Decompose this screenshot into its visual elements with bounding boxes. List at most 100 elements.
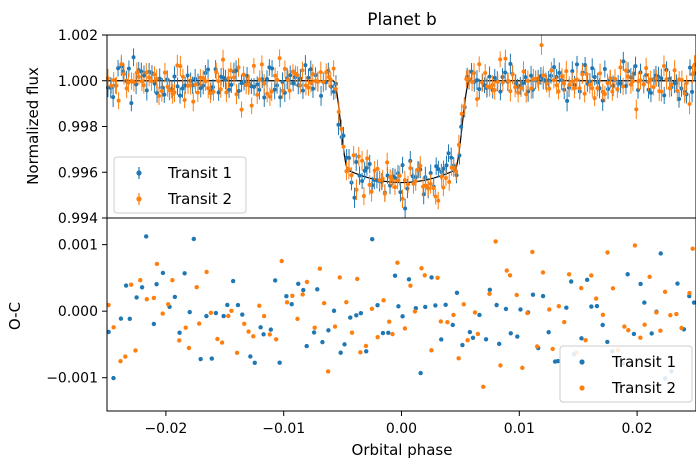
residual-point: [638, 281, 643, 287]
top-legend-label-1: Transit 1: [167, 164, 232, 182]
residual-point: [514, 292, 519, 298]
residual-point: [675, 281, 680, 286]
top-data-point: [470, 79, 475, 84]
top-data-point: [434, 164, 439, 169]
top-data-point: [606, 87, 611, 92]
residual-point: [248, 354, 253, 359]
top-data-point: [547, 86, 552, 91]
top-data-point: [134, 70, 139, 75]
top-data-point: [667, 86, 672, 91]
residual-point: [450, 322, 455, 328]
top-data-point: [664, 77, 669, 82]
residual-point: [600, 322, 605, 328]
residual-point: [647, 274, 652, 279]
top-data-point: [180, 74, 185, 79]
top-data-point: [513, 85, 518, 90]
residual-point: [213, 310, 219, 316]
top-data-point: [602, 92, 607, 97]
top-data-point: [287, 88, 292, 93]
top-data-point: [303, 63, 308, 68]
top-data-point: [144, 70, 149, 75]
top-data-point: [402, 178, 407, 183]
top-y-tick-label: 0.996: [58, 165, 98, 181]
top-data-point: [441, 166, 446, 171]
top-data-point: [109, 83, 114, 88]
residual-point: [165, 302, 171, 307]
top-data-point: [439, 174, 444, 179]
top-data-point: [406, 182, 411, 187]
residual-point: [272, 278, 278, 283]
top-data-point: [167, 88, 172, 93]
top-data-point: [267, 94, 272, 99]
top-data-point: [111, 95, 116, 100]
top-legend-box: [113, 156, 247, 214]
residual-point: [477, 312, 482, 318]
top-data-point: [556, 89, 561, 94]
residual-point: [375, 302, 380, 308]
top-data-point: [162, 70, 167, 75]
top-data-point: [131, 55, 136, 60]
top-data-point: [634, 107, 639, 112]
top-data-point: [610, 89, 615, 94]
top-data-point: [273, 73, 278, 78]
residual-point: [438, 319, 444, 324]
top-data-point: [564, 69, 569, 74]
top-data-point: [278, 95, 283, 100]
top-data-point: [495, 79, 500, 84]
residual-point: [540, 293, 546, 299]
top-data-point: [541, 73, 546, 78]
top-data-point: [201, 76, 206, 80]
top-data-point: [354, 160, 359, 165]
bottom-legend-label-1: Transit 1: [611, 353, 676, 371]
top-data-point: [539, 43, 544, 48]
residual-point: [358, 311, 364, 316]
residual-point: [518, 307, 523, 312]
x-tick-label: 0.02: [622, 421, 653, 437]
top-data-point: [659, 89, 664, 94]
top-data-point: [475, 96, 480, 101]
top-data-point: [310, 71, 315, 76]
residual-point: [600, 312, 606, 318]
residual-point: [481, 384, 486, 389]
top-data-point: [567, 83, 572, 88]
top-data-point: [621, 59, 626, 64]
top-data-point: [275, 77, 280, 82]
top-data-point: [306, 85, 311, 90]
top-data-point: [208, 91, 213, 96]
top-data-point: [362, 168, 367, 173]
top-data-point: [308, 67, 313, 72]
residual-point: [226, 313, 231, 319]
top-data-point: [306, 75, 311, 80]
top-data-point: [598, 71, 603, 76]
top-data-point: [226, 76, 231, 81]
residual-point: [654, 310, 659, 315]
residual-point: [546, 330, 551, 335]
residual-point: [342, 342, 347, 347]
residual-point: [143, 234, 149, 239]
top-data-point: [382, 191, 387, 196]
top-data-point: [385, 160, 390, 165]
residual-point: [229, 308, 234, 314]
top-data-point: [206, 67, 211, 72]
residual-point: [317, 266, 323, 271]
residual-point: [337, 275, 342, 280]
residual-point: [507, 273, 513, 278]
top-data-point: [421, 192, 426, 197]
top-data-point: [290, 69, 295, 74]
top-data-point: [525, 78, 530, 83]
residual-point: [380, 330, 386, 336]
residual-point: [267, 332, 272, 337]
residual-point: [386, 330, 391, 336]
residual-point: [234, 350, 240, 355]
residual-point: [691, 300, 696, 305]
top-data-point: [126, 80, 131, 85]
top-data-point: [498, 57, 503, 62]
top-data-point: [641, 82, 646, 87]
residual-point: [390, 331, 395, 337]
top-data-point: [336, 109, 341, 114]
residual-point: [406, 277, 412, 282]
residual-point: [290, 293, 295, 298]
residual-point: [325, 369, 331, 374]
top-data-point: [436, 167, 441, 172]
